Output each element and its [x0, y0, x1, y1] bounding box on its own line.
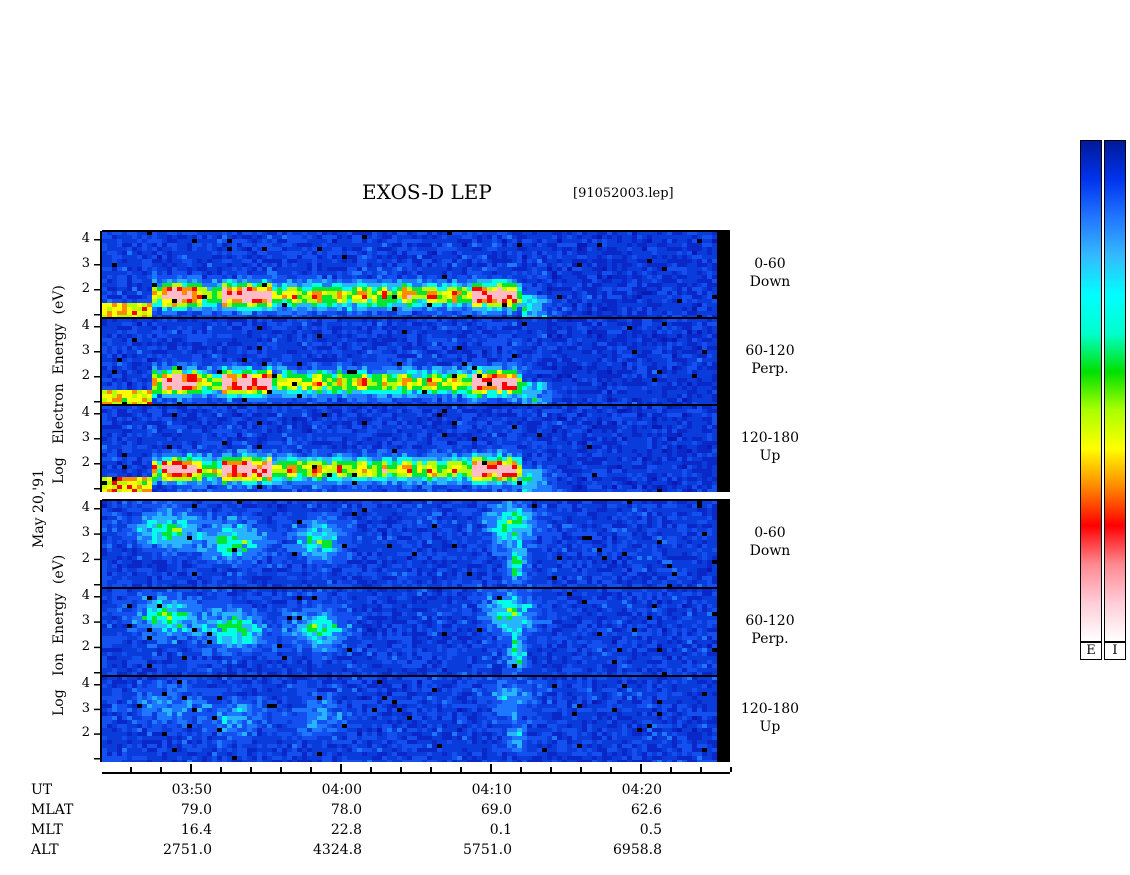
y-tick-label: 3 — [81, 343, 90, 358]
panel-label: 60-120 Perp. — [730, 612, 810, 648]
x-major-tick — [490, 764, 492, 772]
y-tick-label: 2 — [81, 455, 90, 470]
panel-angle: 120-180 — [740, 430, 800, 446]
ephemeris-value: 04:10 — [471, 782, 512, 798]
ephemeris-value: 78.0 — [330, 802, 362, 818]
y-tick-label: 2 — [81, 368, 90, 383]
y-tick-label: 3 — [81, 256, 90, 271]
panel-angle: 0-60 — [754, 256, 786, 272]
panel-label: 120-180 Up — [730, 700, 810, 736]
panel-angle: 60-120 — [745, 613, 795, 629]
y-tick-label: 2 — [81, 281, 90, 296]
spectrogram-panel-1 — [94, 230, 730, 318]
x-minor-tick — [610, 767, 612, 772]
panel-direction: Down — [749, 543, 791, 559]
spectrogram-panel-5 — [94, 587, 730, 676]
ephemeris-value: 5751.0 — [463, 842, 512, 858]
panel-direction: Up — [759, 719, 781, 735]
panel-label: 0-60 Down — [730, 255, 810, 291]
y-tick-label: 2 — [81, 725, 90, 741]
ion-axis-label: Log Ion Energy (eV) — [51, 554, 67, 716]
panel-angle: 0-60 — [754, 525, 786, 541]
spectrogram-panel-6 — [94, 675, 730, 762]
chart-title: EXOS-D LEP — [362, 180, 492, 204]
y-tick-label: 4 — [81, 500, 90, 515]
x-minor-tick — [250, 767, 252, 772]
x-minor-tick — [370, 767, 372, 772]
ephemeris-value: 03:50 — [171, 782, 212, 798]
colorbar-label-e: E — [1080, 642, 1102, 660]
panel-angle: 60-120 — [745, 343, 795, 359]
spectrogram-panel-3 — [94, 404, 730, 492]
ephemeris-value: 4324.8 — [313, 842, 362, 858]
ephemeris-value: 62.6 — [630, 802, 662, 818]
panel-label: 0-60 Down — [730, 524, 810, 560]
x-major-tick — [340, 764, 342, 772]
x-minor-tick — [400, 767, 402, 772]
x-minor-tick — [700, 767, 702, 772]
file-name: [91052003.lep] — [573, 186, 674, 201]
y-tick-label: 4 — [81, 231, 90, 246]
colorbar-label-i: I — [1104, 642, 1126, 660]
panel-label: 120-180 Up — [730, 429, 810, 465]
y-tick-label: 4 — [81, 318, 90, 333]
panel-angle: 120-180 — [740, 701, 800, 717]
ephemeris-value: 0.1 — [489, 822, 512, 838]
x-minor-tick — [580, 767, 582, 772]
x-major-tick — [640, 764, 642, 772]
x-minor-tick — [520, 767, 522, 772]
x-minor-tick — [460, 767, 462, 772]
ephemeris-value: 0.5 — [639, 822, 662, 838]
x-minor-tick — [280, 767, 282, 772]
x-minor-tick — [130, 767, 132, 772]
x-minor-tick — [220, 767, 222, 772]
x-minor-tick — [310, 767, 312, 772]
y-tick-label: 4 — [81, 405, 90, 420]
ephemeris-value: 22.8 — [330, 822, 362, 838]
x-minor-tick — [430, 767, 432, 772]
ephemeris-value: 69.0 — [480, 802, 512, 818]
ion-colorbar — [1104, 140, 1126, 642]
spectrogram-panel-2 — [94, 317, 730, 405]
ephemeris-value: 16.4 — [180, 822, 212, 838]
x-minor-tick — [670, 767, 672, 772]
y-tick-label: 3 — [81, 613, 90, 629]
x-major-tick — [190, 764, 192, 772]
ephemeris-label-alt: ALT — [31, 842, 59, 858]
ephemeris-value: 79.0 — [180, 802, 212, 818]
y-tick-label: 3 — [81, 525, 90, 541]
ephemeris-value: 04:00 — [321, 782, 362, 798]
ephemeris-value: 04:20 — [621, 782, 662, 798]
spectrogram-panel-4 — [94, 499, 730, 588]
panel-direction: Perp. — [751, 361, 789, 377]
ephemeris-label-mlat: MLAT — [31, 802, 74, 818]
y-tick-label: 2 — [81, 550, 90, 566]
ephemeris-label-mlt: MLT — [31, 822, 63, 838]
panel-label: 60-120 Perp. — [730, 342, 810, 378]
x-minor-tick — [550, 767, 552, 772]
x-minor-tick — [160, 767, 162, 772]
y-tick-label: 4 — [81, 676, 90, 691]
electron-colorbar — [1080, 140, 1102, 642]
y-tick-label: 3 — [81, 430, 90, 445]
ephemeris-label-ut: UT — [31, 782, 53, 798]
electron-axis-label: Log Electron Energy (eV) — [51, 285, 67, 484]
ephemeris-value: 2751.0 — [163, 842, 212, 858]
date-label: May 20,'91 — [31, 469, 47, 548]
y-tick-label: 4 — [81, 588, 90, 603]
y-tick-label: 3 — [81, 700, 90, 716]
x-axis-line — [102, 772, 730, 774]
y-tick-label: 2 — [81, 638, 90, 654]
panel-direction: Down — [749, 274, 791, 290]
x-minor-tick — [730, 767, 732, 772]
ephemeris-value: 6958.8 — [613, 842, 662, 858]
panel-direction: Perp. — [751, 631, 789, 647]
panel-direction: Up — [759, 448, 781, 464]
